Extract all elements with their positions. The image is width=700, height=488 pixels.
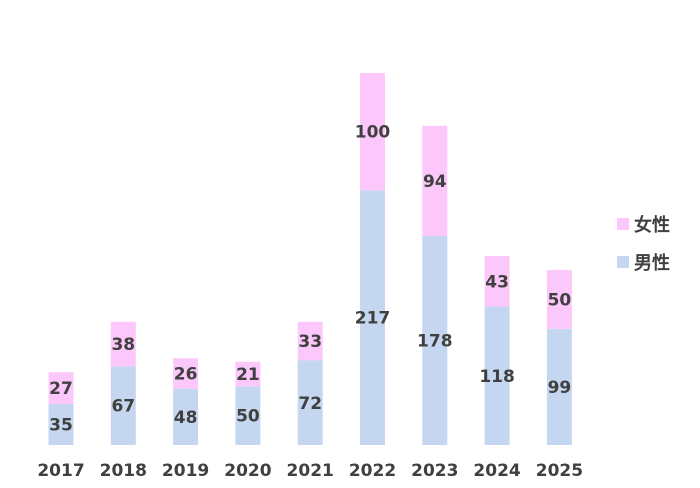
bar-female-2024: [484, 256, 510, 307]
legend-label-female: 女性: [634, 214, 670, 236]
data-label-female-2018: 38: [111, 335, 135, 355]
legend-swatch-female: [617, 218, 629, 230]
bar-male-2017: [48, 403, 74, 445]
bar-female-2018: [110, 321, 136, 367]
bar-male-2022: [360, 190, 385, 445]
bar-female-2020: [235, 361, 261, 387]
data-label-female-2023: 94: [423, 172, 447, 192]
x-tick-label-2018: 2018: [100, 461, 147, 481]
data-label-male-2019: 48: [174, 408, 198, 428]
legend: 女性 男性: [617, 214, 670, 274]
data-label-female-2020: 21: [236, 365, 260, 385]
data-label-male-2018: 67: [111, 397, 135, 417]
bar-male-2018: [110, 366, 136, 445]
bar-female-2017: [48, 372, 74, 404]
x-tick-label-2019: 2019: [162, 461, 209, 481]
x-tick-label-2022: 2022: [349, 461, 396, 481]
bar-male-2020: [235, 386, 261, 445]
bar-female-2021: [297, 321, 323, 361]
bar-female-2019: [173, 358, 199, 389]
bar-female-2023: [422, 125, 448, 237]
bar-male-2021: [297, 360, 323, 445]
bar-male-2024: [484, 306, 510, 445]
data-label-female-2017: 27: [49, 379, 73, 399]
bar-male-2023: [422, 236, 448, 445]
data-label-female-2025: 50: [548, 291, 572, 311]
x-tick-label-2024: 2024: [473, 461, 520, 481]
x-tick-label-2023: 2023: [411, 461, 458, 481]
data-label-male-2023: 178: [417, 332, 453, 352]
x-tick-label-2020: 2020: [224, 461, 271, 481]
data-label-male-2020: 50: [236, 407, 260, 427]
bar-male-2019: [173, 388, 199, 445]
bars-layer: [48, 73, 572, 445]
x-tick-label-2025: 2025: [536, 461, 583, 481]
data-labels-layer: 35 27 67 38 48 26 50 21 72 33 217 100 178 94 118 43 99 50: [49, 123, 571, 436]
data-label-male-2024: 118: [479, 367, 515, 387]
legend-swatch-male: [617, 256, 629, 268]
data-label-male-2017: 35: [49, 416, 73, 436]
data-label-female-2021: 33: [298, 332, 322, 352]
x-tick-label-2017: 2017: [37, 461, 84, 481]
data-label-female-2024: 43: [485, 272, 509, 292]
legend-label-male: 男性: [634, 252, 670, 274]
data-label-female-2022: 100: [355, 123, 391, 143]
bar-female-2022: [360, 73, 385, 191]
x-tick-label-2021: 2021: [287, 461, 334, 481]
data-label-male-2021: 72: [298, 394, 322, 414]
data-label-female-2019: 26: [174, 364, 198, 384]
data-label-male-2025: 99: [548, 378, 572, 398]
x-axis-tick-labels: 2017 2018 2019 2020 2021 2022 2023 2024 2025: [37, 461, 583, 481]
bar-female-2025: [546, 270, 572, 329]
bar-male-2025: [546, 328, 572, 445]
data-label-male-2022: 217: [355, 309, 391, 329]
